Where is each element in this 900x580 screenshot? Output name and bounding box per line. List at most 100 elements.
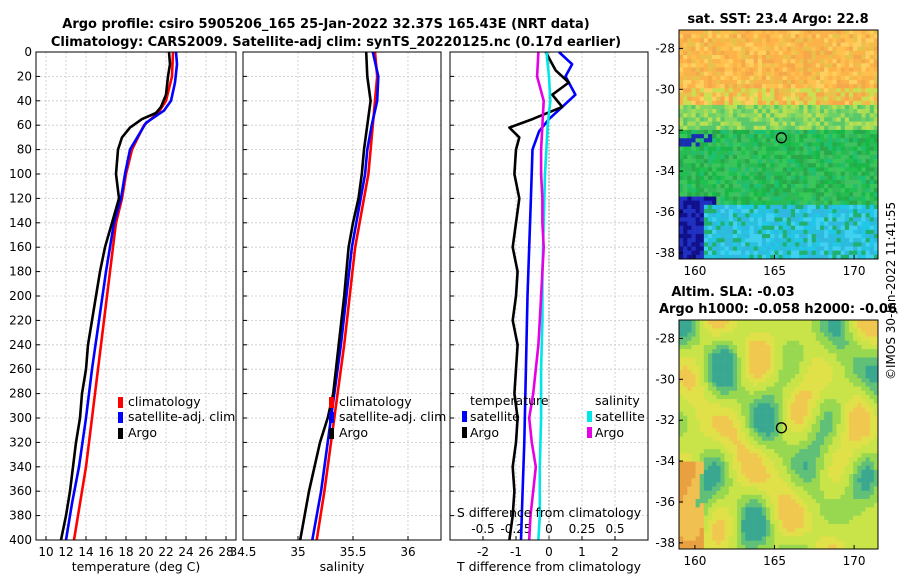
- heatmap-cell: [865, 104, 871, 110]
- heatmap-cell: [753, 250, 759, 256]
- heatmap-cell: [741, 100, 746, 106]
- heatmap-cell: [732, 486, 738, 492]
- heatmap-cell: [865, 324, 871, 329]
- heatmap-cell: [778, 117, 783, 122]
- heatmap-cell: [770, 204, 775, 210]
- heatmap-cell: [691, 30, 696, 35]
- heatmap-cell: [728, 469, 734, 475]
- heatmap-cell: [832, 209, 837, 214]
- heatmap-cell: [848, 478, 854, 483]
- heatmap-cell: [853, 109, 858, 114]
- heatmap-cell: [745, 349, 750, 354]
- heatmap-cell: [753, 320, 759, 325]
- heatmap-cell: [761, 42, 767, 47]
- heatmap-cell: [679, 217, 684, 222]
- heatmap-cell: [828, 34, 833, 39]
- heatmap-cell: [865, 192, 871, 197]
- heatmap-cell: [832, 340, 837, 346]
- heatmap-cell: [861, 374, 866, 379]
- heatmap-cell: [770, 71, 775, 77]
- heatmap-cell: [782, 424, 788, 429]
- heatmap-cell: [873, 46, 879, 52]
- heatmap-cell: [708, 399, 713, 404]
- heatmap-cell: [832, 213, 837, 218]
- heatmap-cell: [819, 138, 825, 143]
- heatmap-cell: [844, 382, 850, 387]
- heatmap-cell: [803, 328, 808, 333]
- heatmap-cell: [795, 109, 800, 114]
- heatmap-cell: [749, 403, 754, 408]
- heatmap-cell: [832, 71, 837, 77]
- heatmap-cell: [844, 184, 850, 189]
- heatmap-cell: [695, 225, 701, 231]
- heatmap-cell: [737, 84, 742, 89]
- heatmap-cell: [716, 184, 721, 189]
- heatmap-cell: [741, 67, 746, 72]
- heatmap-cell: [807, 154, 812, 160]
- heatmap-cell: [815, 96, 821, 102]
- heatmap-cell: [795, 104, 800, 110]
- heatmap-cell: [853, 142, 858, 147]
- heatmap-cell: [795, 117, 800, 122]
- heatmap-cell: [865, 38, 871, 43]
- heatmap-cell: [679, 238, 684, 243]
- heatmap-cell: [790, 213, 796, 218]
- heatmap-cell: [737, 75, 742, 81]
- heatmap-cell: [790, 54, 796, 60]
- heatmap-cell: [861, 357, 866, 362]
- heatmap-cell: [807, 175, 812, 181]
- heatmap-cell: [795, 382, 800, 387]
- heatmap-cell: [824, 415, 829, 421]
- heatmap-cell: [683, 390, 688, 396]
- heatmap-cell: [778, 54, 783, 60]
- heatmap-cell: [873, 79, 879, 85]
- heatmap-cell: [865, 84, 871, 89]
- heatmap-cell: [708, 246, 713, 251]
- heatmap-cell: [861, 390, 866, 396]
- heatmap-cell: [824, 79, 829, 85]
- heatmap-cell: [703, 254, 709, 260]
- heatmap-cell: [737, 332, 742, 337]
- heatmap-cell: [708, 449, 713, 454]
- heatmap-cell: [790, 84, 796, 89]
- heatmap-cell: [836, 320, 841, 325]
- heatmap-cell: [687, 100, 692, 106]
- heatmap-cell: [824, 209, 829, 214]
- heatmap-cell: [848, 154, 854, 160]
- heatmap-cell: [753, 353, 759, 358]
- heatmap-cell: [803, 142, 808, 147]
- heatmap-cell: [728, 332, 734, 337]
- heatmap-cell: [732, 217, 738, 222]
- heatmap-cell: [803, 59, 808, 64]
- heatmap-cell: [790, 63, 796, 68]
- heatmap-cell: [749, 142, 754, 147]
- heatmap-cell: [857, 150, 862, 156]
- heatmap-cell: [840, 324, 846, 329]
- heatmap-cell: [811, 213, 817, 218]
- heatmap-cell: [712, 254, 717, 260]
- heatmap-cell: [737, 150, 742, 156]
- heatmap-cell: [861, 225, 866, 231]
- heatmap-cell: [865, 449, 871, 454]
- heatmap-cell: [720, 192, 725, 197]
- heatmap-cell: [832, 378, 837, 383]
- heatmap-cell: [737, 146, 742, 152]
- heatmap-cell: [745, 324, 750, 329]
- heatmap-cell: [699, 465, 705, 471]
- heatmap-cell: [840, 88, 846, 93]
- heatmap-cell: [745, 84, 750, 89]
- heatmap-cell: [745, 357, 750, 362]
- heatmap-cell: [716, 490, 721, 496]
- heatmap-cell: [753, 494, 759, 500]
- heatmap-cell: [828, 171, 833, 177]
- heatmap-cell: [766, 440, 771, 446]
- heatmap-cell: [749, 386, 754, 392]
- heatmap-cell: [786, 407, 792, 412]
- heatmap-cell: [691, 428, 696, 433]
- heatmap-cell: [865, 486, 871, 492]
- heatmap-cell: [819, 96, 825, 102]
- heatmap-cell: [770, 469, 775, 475]
- heatmap-cell: [766, 365, 771, 371]
- heatmap-cell: [807, 138, 812, 143]
- heatmap-cell: [737, 134, 742, 139]
